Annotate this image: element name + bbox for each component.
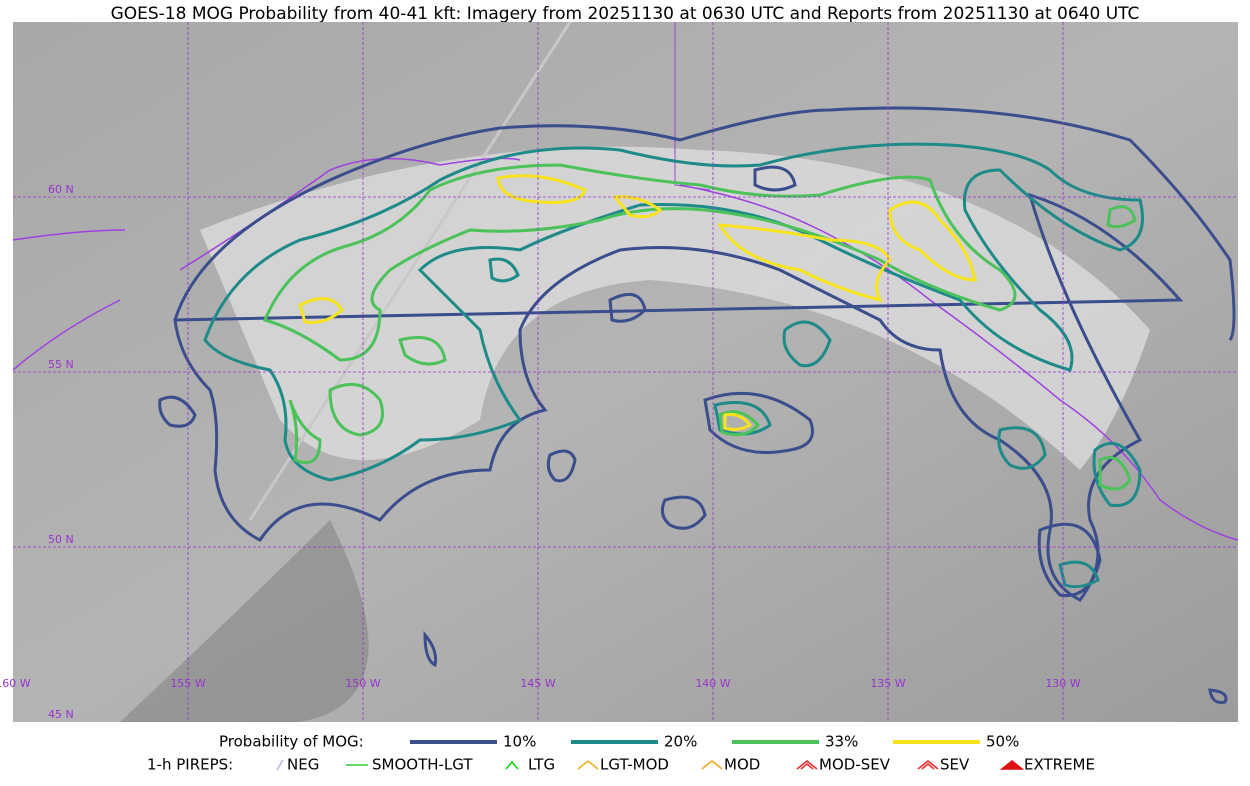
legend-label: 50% [986, 733, 1019, 751]
border [674, 22, 711, 191]
legend-label: MOD [724, 756, 760, 774]
lon-label: 135 W [870, 677, 905, 690]
legend-symbol [505, 760, 519, 770]
lat-label: 45 N [48, 708, 74, 721]
clear-area [120, 520, 369, 722]
legend-title: Probability of MOG: [219, 733, 364, 751]
contour-33 [262, 163, 1137, 491]
lon-label: 155 W [170, 677, 205, 690]
legend-label: MOD-SEV [819, 756, 891, 774]
contour-10 [173, 106, 1236, 602]
legend-label: 10% [503, 733, 536, 751]
contour-50 [298, 174, 977, 431]
lon-label: 160 W [0, 677, 31, 690]
legend-symbol [999, 759, 1025, 770]
legend-label: LTG [528, 756, 555, 774]
legend-symbol [917, 759, 939, 770]
lon-label: 145 W [520, 677, 555, 690]
lon-label: 140 W [695, 677, 730, 690]
lat-label: 60 N [48, 183, 74, 196]
legend-label: SEV [940, 756, 970, 774]
coastline [12, 157, 1239, 541]
legend-label: 33% [825, 733, 858, 751]
contour-20 [203, 142, 1144, 589]
lat-label: 50 N [48, 533, 74, 546]
image-seam [248, 21, 572, 521]
legend-label: EXTREME [1024, 756, 1095, 774]
lat-label: 55 N [48, 358, 74, 371]
legend-label: NEG [287, 756, 319, 774]
legend-label: 20% [664, 733, 697, 751]
legend-title: 1-h PIREPS: [147, 756, 233, 774]
legend-symbol [796, 759, 818, 770]
contour-10 [158, 165, 1228, 704]
legend-symbol [577, 759, 599, 770]
legend: Probability of MOG: 1-h PIREPS: [147, 733, 364, 774]
legend-label: LGT-MOD [600, 756, 669, 774]
legend-symbol [276, 759, 284, 771]
lon-label: 130 W [1045, 677, 1080, 690]
lon-label: 150 W [345, 677, 380, 690]
legend-symbol [701, 759, 723, 770]
legend-label: SMOOTH-LGT [372, 756, 473, 774]
title: GOES-18 MOG Probability from 40-41 kft: … [111, 4, 1140, 24]
